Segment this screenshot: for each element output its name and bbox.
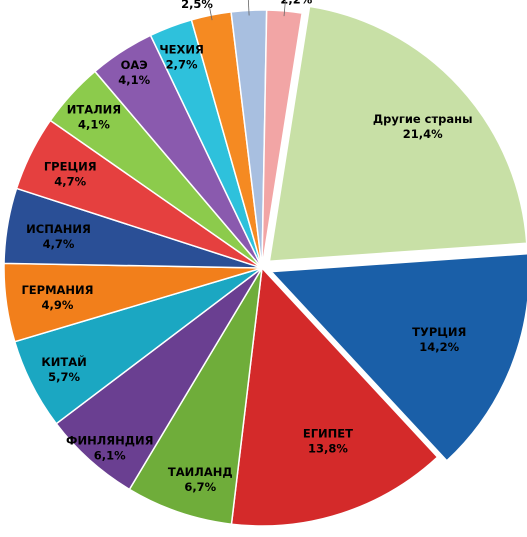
pie-slice-1 [269,253,527,462]
slice-label-name: ГЕРМАНИЯ [21,283,93,297]
pie-slice-15 [268,5,527,263]
slice-label-name: ГРЕЦИЯ [44,160,97,174]
pie-slice-3 [128,267,263,526]
slice-label-name: КИТАЙ [41,354,86,369]
slice-label-value: 4,1% [78,117,110,131]
pie-slice-2 [230,266,439,527]
slice-label-value: 4,7% [54,175,86,189]
slice-label-value: 4,1% [118,73,150,87]
leader-line [208,4,213,21]
leader-line [283,0,286,17]
slice-label-value: 6,7% [184,480,216,494]
leader-line [247,0,250,16]
slice-label-name: Другие страны [373,112,473,126]
slice-label-name: ЧЕХИЯ [159,43,204,57]
slice-label-value: 2,2% [280,0,312,6]
slice-label-value: 5,7% [48,370,80,384]
slice-label-name: ИТАЛИЯ [67,102,121,116]
slice-label-value: 4,7% [43,237,75,251]
slice-label-value: 13,8% [308,442,348,456]
slice-label-value: 6,1% [94,449,126,463]
slice-label-value: 21,4% [403,127,443,141]
slice-label-name: ЕГИПЕТ [303,427,353,441]
slice-label-name: ТУРЦИЯ [412,325,466,339]
slice-label-name: ИСПАНИЯ [26,222,91,236]
slice-label-value: 2,7% [166,58,198,72]
slice-label-value: 2,5% [181,0,213,11]
slice-label-value: 4,9% [42,298,74,312]
slice-label-name: ФИНЛЯНДИЯ [66,434,153,448]
slice-label-name: ОАЭ [121,58,148,72]
slice-label-value: 14,2% [419,340,459,354]
slice-label-name: ТАИЛАНД [168,465,233,479]
